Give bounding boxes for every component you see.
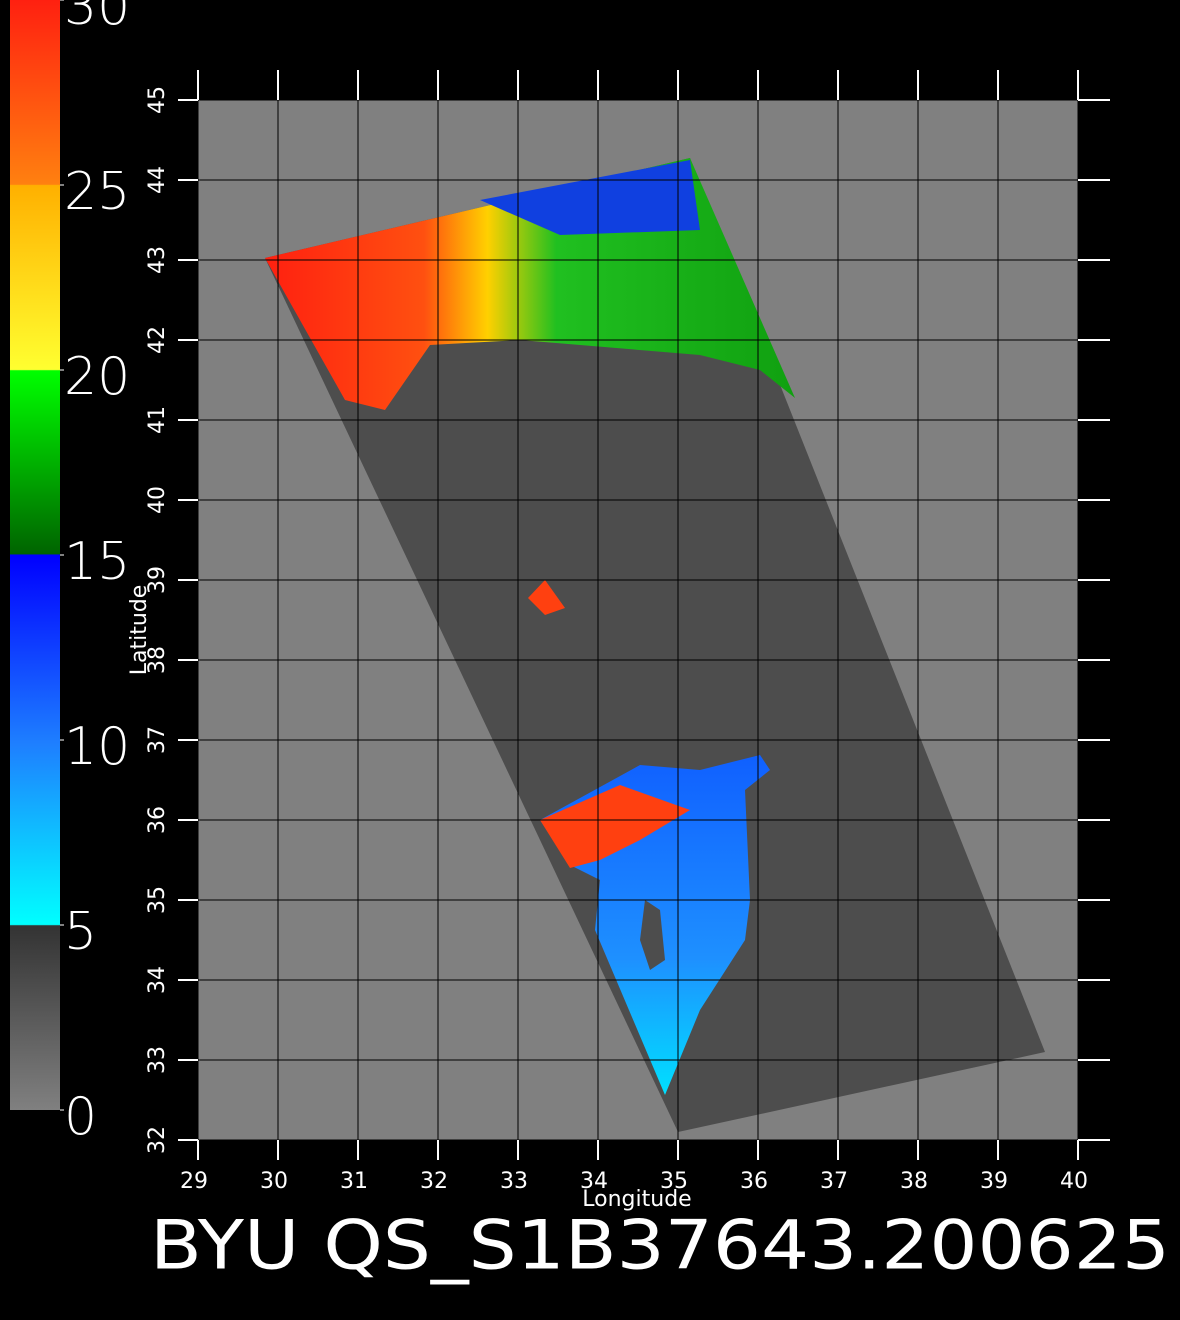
- colorbar-label: 5: [64, 902, 97, 962]
- x-tick-label: 37: [820, 1169, 848, 1194]
- y-tick-label: 36: [145, 806, 170, 834]
- y-tick-label: 45: [145, 86, 170, 114]
- x-tick-label: 34: [580, 1169, 608, 1194]
- x-tick-label: 30: [260, 1169, 288, 1194]
- y-tick-label: 38: [145, 646, 170, 674]
- y-tick-label: 44: [145, 166, 170, 194]
- y-tick-label: 35: [145, 886, 170, 914]
- colorbar-label: 20: [64, 347, 130, 407]
- x-axis-label: Longitude: [582, 1187, 691, 1212]
- y-axis-label: Latitude: [127, 585, 152, 676]
- x-tick-label: 38: [900, 1169, 928, 1194]
- y-tick-label: 32: [145, 1126, 170, 1154]
- x-tick-label: 32: [420, 1169, 448, 1194]
- colorbar-label: 30: [64, 0, 130, 37]
- wind-field-calm: [480, 160, 700, 235]
- colorbar: [10, 0, 60, 1110]
- colorbar-label: 0: [64, 1087, 97, 1147]
- land-mask: [640, 900, 665, 970]
- caption: BYU QS_S1B37643.200625: [150, 1207, 1170, 1286]
- y-tick-label: 43: [145, 246, 170, 274]
- grid: [197, 99, 1079, 1141]
- x-tick-label: 31: [340, 1169, 368, 1194]
- y-tick-label: 34: [145, 966, 170, 994]
- wind-field-strong: [540, 785, 690, 868]
- x-tick-label: 40: [1060, 1169, 1088, 1194]
- colorbar-label: 15: [64, 532, 130, 592]
- y-tick-label: 40: [145, 486, 170, 514]
- y-tick-label: 42: [145, 326, 170, 354]
- x-tick-label: 35: [660, 1169, 688, 1194]
- colorbar-label: 25: [64, 162, 130, 222]
- colorbar-label: 10: [64, 717, 130, 777]
- y-tick-label: 37: [145, 726, 170, 754]
- swath: [265, 158, 1045, 1132]
- x-tick-label: 36: [740, 1169, 768, 1194]
- wind-patch: [528, 580, 565, 615]
- y-tick-label: 39: [145, 566, 170, 594]
- x-tick-label: 29: [180, 1169, 208, 1194]
- x-tick-label: 33: [500, 1169, 528, 1194]
- y-tick-label: 33: [145, 1046, 170, 1074]
- x-tick-label: 39: [980, 1169, 1008, 1194]
- y-tick-label: 41: [145, 406, 170, 434]
